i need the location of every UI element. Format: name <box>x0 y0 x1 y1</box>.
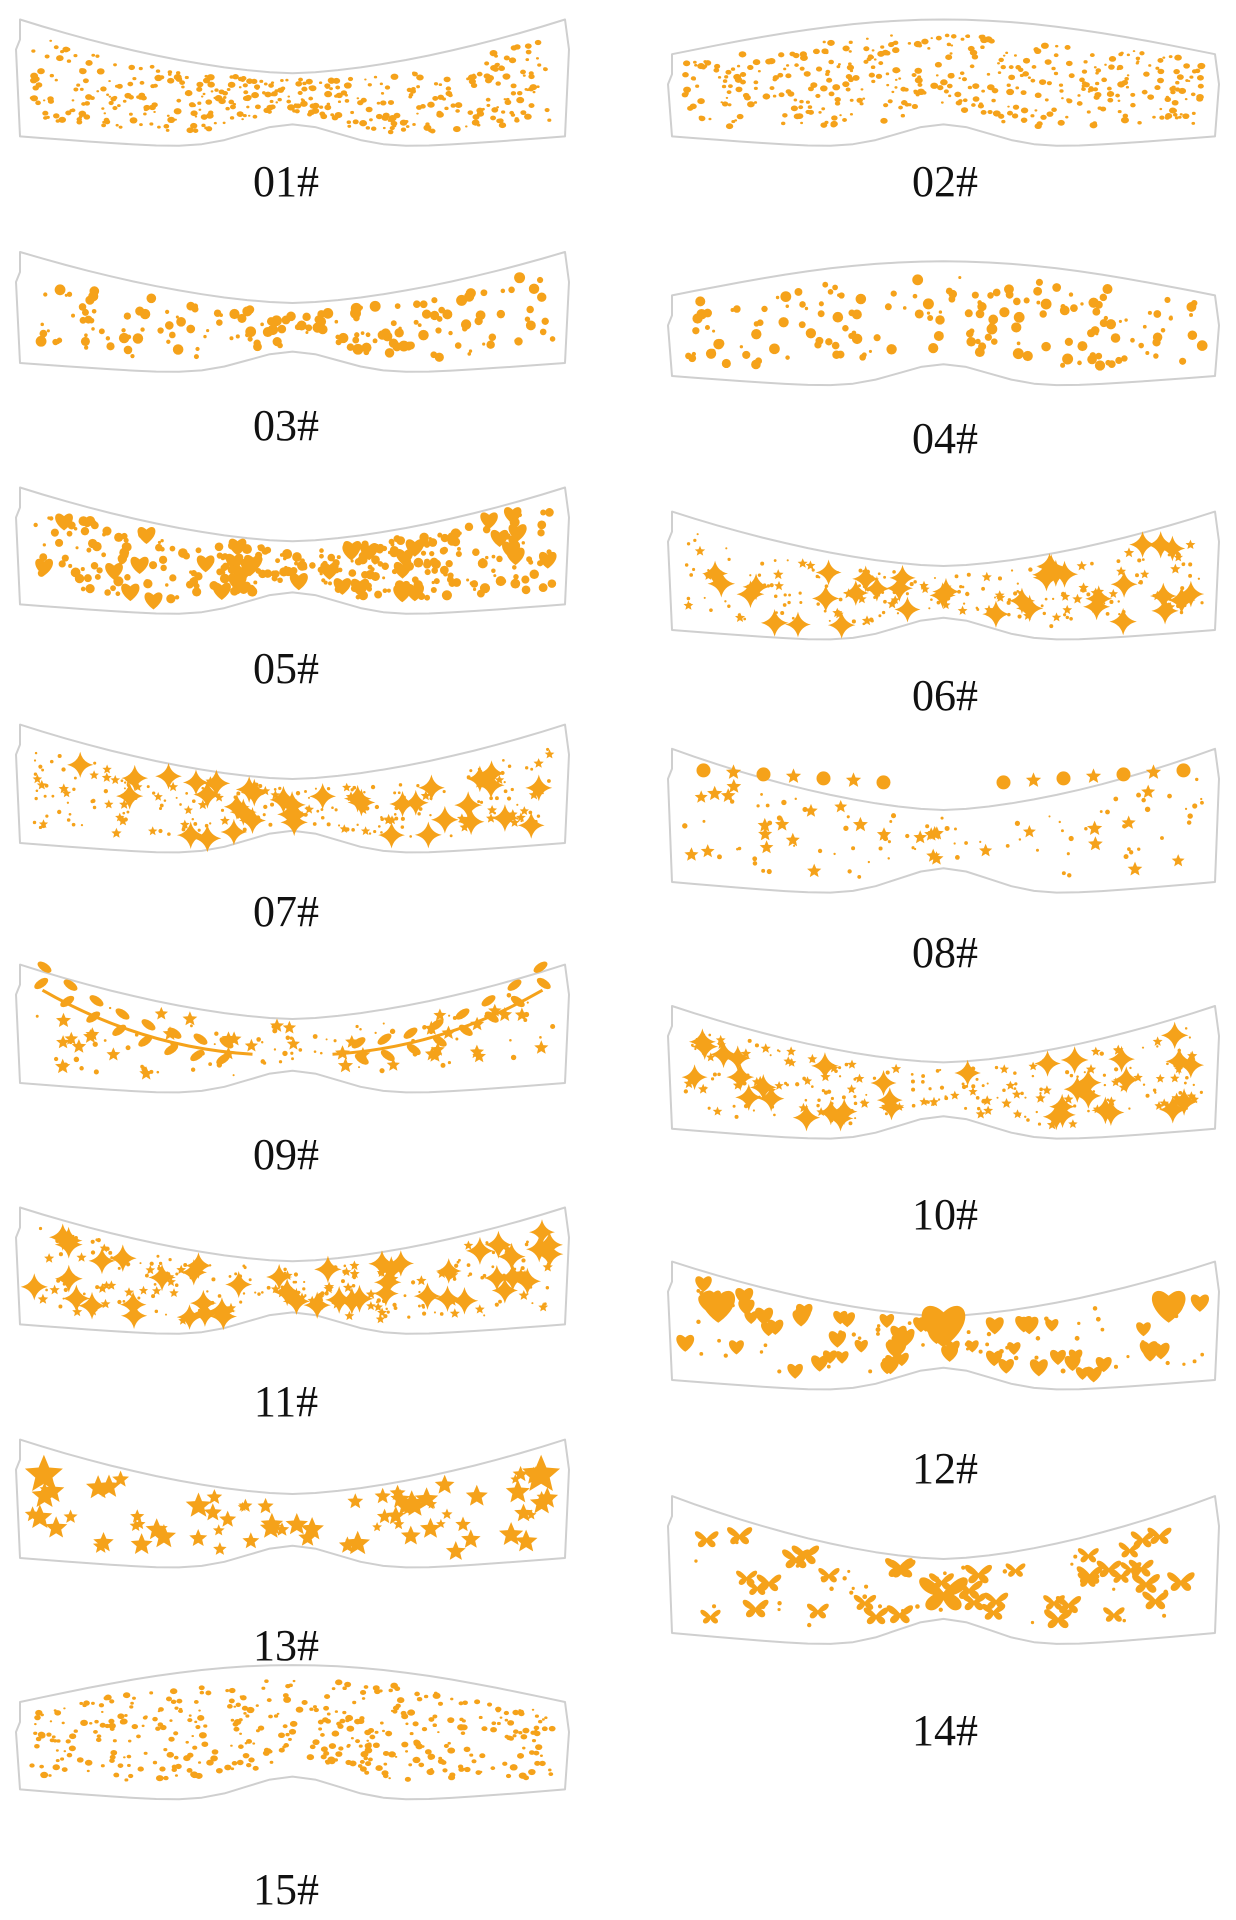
stencil-label-06: 06# <box>912 671 978 720</box>
stencil-label-04: 04# <box>912 414 978 463</box>
pattern-marks <box>676 1276 1210 1383</box>
stencil-graphic <box>667 1005 1220 1140</box>
pattern-marks <box>29 39 552 135</box>
stencil-graphic <box>15 1206 570 1335</box>
stencil-graphic <box>15 18 570 147</box>
pattern-marks <box>35 272 556 362</box>
stencil-graphic <box>15 1664 570 1801</box>
stencil-06 <box>662 502 1225 662</box>
stencil-graphic <box>15 723 570 854</box>
stencil-02 <box>662 10 1225 168</box>
stencil-graphic <box>667 1495 1220 1645</box>
stencil-outline <box>667 510 1220 641</box>
stencil-graphic <box>667 1260 1220 1391</box>
stencil-graphic <box>667 747 1220 894</box>
stencil-09 <box>10 955 575 1115</box>
stencil-08 <box>662 738 1225 918</box>
stencil-graphic <box>667 510 1220 641</box>
stencil-label-10: 10# <box>912 1190 978 1239</box>
stencil-graphic <box>667 260 1220 387</box>
stencil-11 <box>10 1198 575 1356</box>
stencil-graphic <box>667 18 1220 147</box>
stencil-label-03: 03# <box>253 401 319 450</box>
stencil-15 <box>10 1655 575 1823</box>
pattern-marks <box>683 531 1205 639</box>
pattern-marks <box>685 274 1208 371</box>
stencil-outline <box>667 747 1220 894</box>
stencil-outline <box>667 1495 1220 1645</box>
stencil-label-14: 14# <box>912 1706 978 1755</box>
stencil-10 <box>662 996 1225 1162</box>
stencil-label-01: 01# <box>253 157 319 206</box>
stencil-03 <box>10 243 575 393</box>
stencil-13 <box>10 1430 575 1590</box>
stencil-07 <box>10 715 575 875</box>
stencil-12 <box>662 1252 1225 1412</box>
vine-stem <box>332 988 544 1056</box>
stencil-14 <box>662 1485 1225 1670</box>
stencil-label-07: 07# <box>253 887 319 936</box>
pattern-marks <box>33 507 557 610</box>
stencil-label-15: 15# <box>253 1865 319 1914</box>
stencil-outline <box>667 1005 1220 1140</box>
pattern-marks <box>694 1527 1195 1629</box>
stencil-graphic <box>15 251 570 373</box>
stencil-outline <box>15 486 570 615</box>
stencil-label-13: 13# <box>253 1621 319 1670</box>
stencil-outline <box>15 18 570 147</box>
stencil-label-12: 12# <box>912 1444 978 1493</box>
stencil-graphic <box>15 486 570 615</box>
vine-stem <box>41 988 253 1056</box>
stencil-outline <box>15 723 570 854</box>
stencil-graphic <box>15 1438 570 1569</box>
stencil-01 <box>10 10 575 168</box>
stencil-outline <box>15 1206 570 1335</box>
pattern-marks <box>681 33 1206 130</box>
pattern-marks <box>681 1021 1205 1132</box>
pattern-marks <box>682 763 1204 879</box>
stencil-05 <box>10 478 575 636</box>
stencil-label-11: 11# <box>253 1377 319 1426</box>
stencil-04 <box>662 252 1225 407</box>
stencil-label-08: 08# <box>912 928 978 977</box>
stencil-graphic <box>15 961 570 1094</box>
pattern-marks <box>29 1679 556 1782</box>
stencil-label-05: 05# <box>253 644 319 693</box>
stencil-label-02: 02# <box>912 157 978 206</box>
stencil-outline <box>667 260 1220 387</box>
stencil-label-09: 09# <box>253 1130 319 1179</box>
pattern-marks <box>20 1219 564 1331</box>
pattern-marks <box>24 1454 561 1560</box>
pattern-marks <box>32 747 555 853</box>
